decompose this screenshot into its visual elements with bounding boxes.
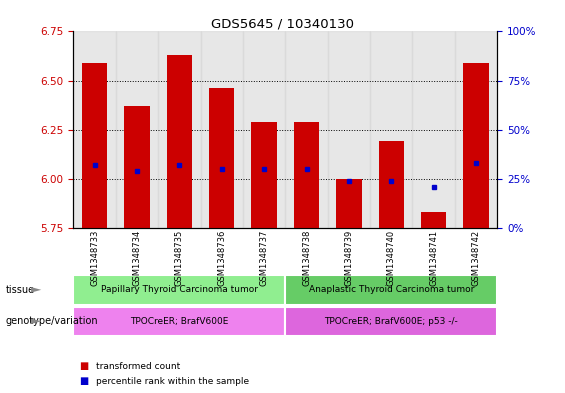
Text: Anaplastic Thyroid Carcinoma tumor: Anaplastic Thyroid Carcinoma tumor <box>308 285 474 294</box>
Bar <box>328 31 370 228</box>
Text: percentile rank within the sample: percentile rank within the sample <box>96 377 249 386</box>
Text: GSM1348736: GSM1348736 <box>218 230 226 286</box>
Bar <box>73 31 116 228</box>
Text: transformed count: transformed count <box>96 362 180 371</box>
Bar <box>243 31 285 228</box>
Bar <box>124 106 150 228</box>
Text: GSM1348733: GSM1348733 <box>90 230 99 286</box>
Text: GSM1348737: GSM1348737 <box>260 230 268 286</box>
Text: ■: ■ <box>79 361 88 371</box>
Bar <box>421 212 446 228</box>
Bar <box>336 179 362 228</box>
Bar <box>455 31 497 228</box>
Text: GSM1348735: GSM1348735 <box>175 230 184 286</box>
Text: GSM1348738: GSM1348738 <box>302 230 311 286</box>
Bar <box>412 31 455 228</box>
Text: GSM1348734: GSM1348734 <box>133 230 141 286</box>
Text: Papillary Thyroid Carcinoma tumor: Papillary Thyroid Carcinoma tumor <box>101 285 258 294</box>
Bar <box>158 31 201 228</box>
Text: GDS5645 / 10340130: GDS5645 / 10340130 <box>211 18 354 31</box>
Text: GSM1348740: GSM1348740 <box>387 230 396 286</box>
Bar <box>167 55 192 228</box>
Bar <box>294 122 319 228</box>
Bar <box>251 122 277 228</box>
Bar <box>209 88 234 228</box>
Text: GSM1348741: GSM1348741 <box>429 230 438 286</box>
Bar <box>379 141 404 228</box>
Text: genotype/variation: genotype/variation <box>6 316 98 326</box>
Bar <box>285 31 328 228</box>
Text: TPOCreER; BrafV600E: TPOCreER; BrafV600E <box>130 317 229 326</box>
Text: ■: ■ <box>79 376 88 386</box>
Bar <box>463 63 489 228</box>
Text: TPOCreER; BrafV600E; p53 -/-: TPOCreER; BrafV600E; p53 -/- <box>324 317 458 326</box>
Bar <box>82 63 107 228</box>
Bar <box>201 31 243 228</box>
Bar <box>116 31 158 228</box>
Text: GSM1348742: GSM1348742 <box>472 230 480 286</box>
Bar <box>370 31 412 228</box>
Text: GSM1348739: GSM1348739 <box>345 230 353 286</box>
Text: tissue: tissue <box>6 285 35 295</box>
